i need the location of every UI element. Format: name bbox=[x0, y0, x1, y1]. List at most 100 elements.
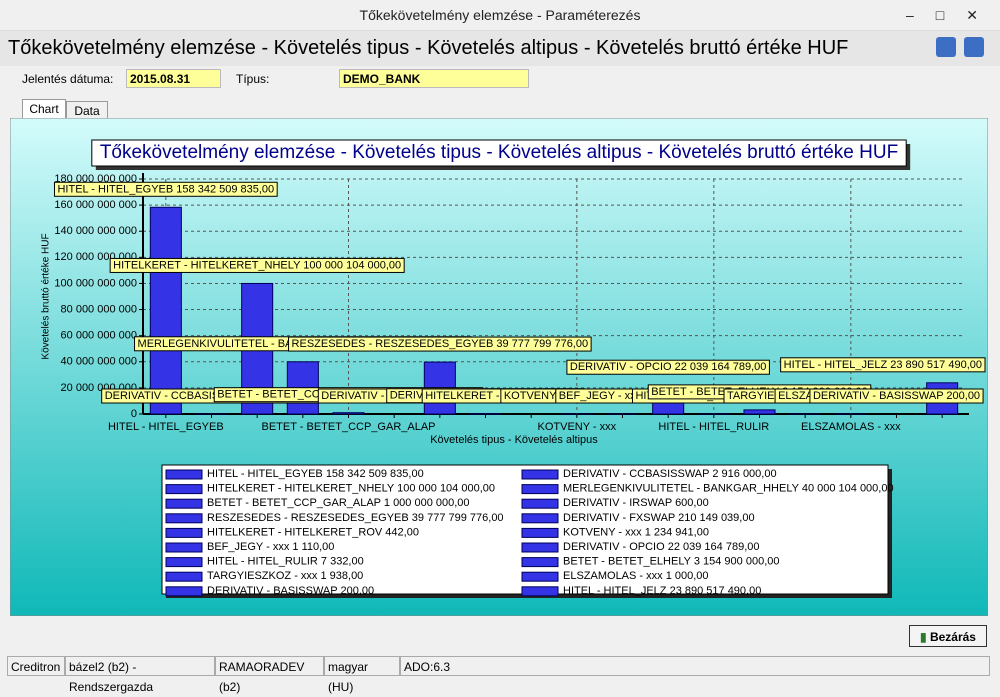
legend-swatch bbox=[522, 572, 558, 581]
legend-label: HITELKERET - HITELKERET_NHELY 100 000 10… bbox=[207, 483, 495, 495]
legend-name: BETET - BETET_CCP_GAR_ALAP bbox=[207, 497, 381, 509]
data-label-text: RESZESEDES - RESZESEDES_EGYEB 39 777 799… bbox=[292, 338, 589, 350]
legend-label: BEF_JEGY - xxx 1 110,00 bbox=[207, 541, 334, 553]
app-window: Tőkekövetelmény elemzése - Paraméterezés… bbox=[0, 0, 1000, 681]
chart: Tőkekövetelmény elemzése - Követelés tip… bbox=[10, 118, 988, 616]
data-label-value: 23 890 517 490,00 bbox=[890, 359, 982, 371]
legend-value: 1 110,00 bbox=[292, 541, 334, 553]
legend-label: DERIVATIV - BASISSWAP 200,00 bbox=[207, 585, 374, 597]
title-bar: Tőkekövetelmény elemzése - Paraméterezés… bbox=[0, 0, 1000, 31]
chart-title: Tőkekövetelmény elemzése - Követelés tip… bbox=[100, 142, 898, 163]
legend-swatch bbox=[522, 528, 558, 537]
refresh-button[interactable] bbox=[936, 37, 956, 57]
legend: HITEL - HITEL_EGYEB 158 342 509 835,00 DE… bbox=[162, 465, 894, 598]
tab[interactable]: Chart bbox=[22, 99, 66, 119]
data-label-name: RESZESEDES - RESZESEDES_EGYEB bbox=[292, 338, 494, 350]
y-tick-label: 60 000 000 000 bbox=[61, 330, 137, 342]
legend-name: KOTVENY - xxx bbox=[563, 526, 642, 538]
legend-name: DERIVATIV - FXSWAP bbox=[563, 512, 675, 524]
window-title: Tőkekövetelmény elemzése - Paraméterezés bbox=[360, 7, 641, 23]
legend-swatch bbox=[166, 514, 202, 523]
data-label-name: HITEL - HITEL_EGYEB bbox=[57, 183, 173, 195]
data-label-text: HITELKERET - HITELKERET_NHELY 100 000 10… bbox=[113, 259, 401, 271]
legend-swatch bbox=[522, 558, 558, 567]
legend-label: HITEL - HITEL_RULIR 7 332,00 bbox=[207, 556, 364, 568]
legend-swatch bbox=[522, 499, 558, 508]
legend-swatch bbox=[166, 485, 202, 494]
legend-swatch bbox=[166, 543, 202, 552]
legend-label: BETET - BETET_ELHELY 3 154 900 000,00 bbox=[563, 556, 779, 568]
close-label: Bezárás bbox=[930, 630, 976, 644]
legend-value: 210 149 039,00 bbox=[678, 512, 754, 524]
legend-value: 1 234 941,00 bbox=[645, 526, 709, 538]
legend-swatch bbox=[166, 499, 202, 508]
header-title: Tőkekövetelmény elemzése - Követelés tip… bbox=[8, 37, 848, 60]
data-label: HITEL - HITEL_EGYEB 158 342 509 835,00 bbox=[54, 182, 277, 196]
legend-name: BETET - BETET_ELHELY bbox=[563, 556, 692, 568]
close-button[interactable]: ▮ Bezárás bbox=[909, 625, 987, 647]
legend-value: 7 332,00 bbox=[321, 556, 364, 568]
data-label-value: 22 039 164 789,00 bbox=[675, 361, 767, 373]
legend-label: HITEL - HITEL_JELZ 23 890 517 490,00 bbox=[563, 585, 761, 597]
data-label-name: HITELKERET - HITELKERET_NHELY bbox=[113, 259, 301, 271]
x-tick-label: HITEL - HITEL_RULIR bbox=[658, 421, 769, 433]
legend-swatch bbox=[166, 558, 202, 567]
legend-swatch bbox=[522, 485, 558, 494]
status-item: magyar (HU) bbox=[324, 656, 400, 676]
window-controls[interactable]: –□✕ bbox=[906, 0, 1000, 30]
header: Tőkekövetelmény elemzése - Követelés tip… bbox=[0, 31, 1000, 66]
status-item: Creditron bbox=[7, 656, 65, 676]
legend-value: 40 000 104 000,00 bbox=[802, 483, 894, 495]
legend-name: MERLEGENKIVULITETEL - BANKGAR_HHELY bbox=[563, 483, 800, 495]
legend-label: KOTVENY - xxx 1 234 941,00 bbox=[563, 526, 709, 538]
y-axis-label: Követelés bruttó értéke HUF bbox=[41, 233, 52, 359]
data-label: HITEL - HITEL_JELZ 23 890 517 490,00 bbox=[781, 358, 985, 372]
x-tick-label: HITEL - HITEL_EGYEB bbox=[108, 421, 224, 433]
legend-swatch bbox=[166, 587, 202, 596]
y-tick-label: 140 000 000 000 bbox=[54, 225, 137, 237]
data-label: RESZESEDES - RESZESEDES_EGYEB 39 777 799… bbox=[289, 337, 592, 351]
data-label-text: HITEL - HITEL_EGYEB 158 342 509 835,00 bbox=[57, 183, 274, 195]
type-field[interactable]: DEMO_BANK bbox=[339, 69, 529, 88]
legend-name: HITEL - HITEL_RULIR bbox=[207, 556, 318, 568]
bar bbox=[744, 410, 775, 414]
y-tick-label: 160 000 000 000 bbox=[54, 199, 137, 211]
legend-swatch bbox=[166, 528, 202, 537]
legend-label: TARGYIESZKOZ - xxx 1 938,00 bbox=[207, 570, 363, 582]
status-item: RAMAORADEV (b2) bbox=[215, 656, 324, 676]
data-label-text: DERIVATIV - OPCIO 22 039 164 789,00 bbox=[570, 361, 767, 373]
legend-label: ELSZAMOLAS - xxx 1 000,00 bbox=[563, 570, 709, 582]
legend-label: DERIVATIV - CCBASISSWAP 2 916 000,00 bbox=[563, 468, 777, 480]
y-tick-label: 0 bbox=[131, 408, 137, 420]
legend-swatch bbox=[166, 572, 202, 581]
legend-swatch bbox=[522, 543, 558, 552]
legend-value: 2 916 000,00 bbox=[712, 468, 776, 480]
data-label: HITELKERET - HITELKERET_NHELY 100 000 10… bbox=[110, 258, 404, 272]
data-label-name: HITEL - HITEL_JELZ bbox=[784, 359, 888, 371]
type-label: Típus: bbox=[236, 72, 269, 86]
bar bbox=[333, 413, 364, 414]
help-button[interactable] bbox=[964, 37, 984, 57]
legend-name: TARGYIESZKOZ - xxx bbox=[207, 570, 318, 582]
bar bbox=[150, 207, 181, 414]
y-tick-label: 40 000 000 000 bbox=[61, 356, 137, 368]
legend-name: RESZESEDES - RESZESEDES_EGYEB bbox=[207, 512, 409, 524]
date-field[interactable]: 2015.08.31 bbox=[126, 69, 221, 88]
date-label: Jelentés dátuma: bbox=[22, 72, 113, 86]
legend-name: BEF_JEGY - xxx bbox=[207, 541, 290, 553]
legend-value: 442,00 bbox=[385, 526, 419, 538]
legend-swatch bbox=[166, 470, 202, 479]
legend-name: DERIVATIV - BASISSWAP bbox=[207, 585, 337, 597]
legend-value: 100 000 104 000,00 bbox=[397, 483, 495, 495]
legend-name: HITEL - HITEL_EGYEB bbox=[207, 468, 323, 480]
legend-value: 1 938,00 bbox=[320, 570, 363, 582]
legend-label: DERIVATIV - FXSWAP 210 149 039,00 bbox=[563, 512, 755, 524]
x-tick-label: KOTVENY - xxx bbox=[538, 421, 617, 433]
data-label-value: 200,00 bbox=[946, 390, 980, 402]
legend-swatch bbox=[522, 514, 558, 523]
data-label-name: DERIVATIV - BASISSWAP bbox=[813, 390, 943, 402]
legend-value: 158 342 509 835,00 bbox=[326, 468, 424, 480]
legend-name: DERIVATIV - IRSWAP bbox=[563, 497, 672, 509]
legend-label: MERLEGENKIVULITETEL - BANKGAR_HHELY 40 0… bbox=[563, 483, 894, 495]
legend-value: 200,00 bbox=[340, 585, 374, 597]
